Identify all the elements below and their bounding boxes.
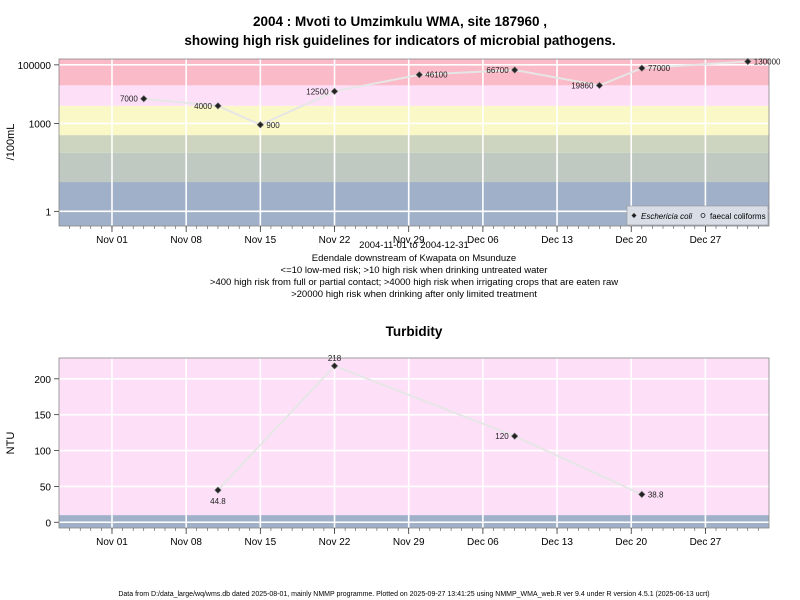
data-label: 900 xyxy=(266,121,280,130)
data-point xyxy=(744,57,752,66)
x-tick-label: Nov 22 xyxy=(319,537,351,548)
data-label: 130000 xyxy=(754,58,781,67)
x-tick-label: Nov 08 xyxy=(170,537,202,548)
data-point xyxy=(330,362,339,370)
x-tick-label: Dec 06 xyxy=(467,537,499,548)
chart-title-line2: showing high risk guidelines for indicat… xyxy=(184,33,615,48)
plot-border xyxy=(58,357,770,529)
x-tick-label: Nov 15 xyxy=(244,235,276,246)
legend: Eschericia coli faecal coliforms xyxy=(626,205,769,226)
footer-text: Data from D:/data_large/wq/wms.db dated … xyxy=(118,591,709,598)
x-tick-label: Nov 22 xyxy=(319,235,351,246)
chart-note-2: Edendale downstream of Kwapata on Msundu… xyxy=(312,253,516,264)
x-tick-label: Nov 01 xyxy=(96,235,128,246)
chart-note-3: <=10 low-med risk; >10 high risk when dr… xyxy=(281,265,548,276)
data-label: 19860 xyxy=(571,81,594,90)
chart-title-line1: 2004 : Mvoti to Umzimkulu WMA, site 1879… xyxy=(253,14,547,29)
risk-band-1 xyxy=(59,358,769,516)
data-label: 218 xyxy=(328,354,342,363)
y-tick-label: 50 xyxy=(40,482,52,493)
risk-band-3 xyxy=(59,105,769,136)
y-axis-label: /100mL xyxy=(5,124,17,161)
x-tick-label: Dec 13 xyxy=(541,235,573,246)
x-tick-label: Nov 15 xyxy=(244,537,276,548)
x-tick-label: Dec 27 xyxy=(690,235,722,246)
legend-box xyxy=(626,205,769,226)
legend-label-faecal: faecal coliforms xyxy=(710,212,766,221)
data-point xyxy=(256,121,264,129)
y-tick-label: 100000 xyxy=(18,61,52,72)
data-point xyxy=(638,64,646,72)
y-tick-label: 0 xyxy=(45,518,51,529)
data-label: 120 xyxy=(495,432,509,441)
data-label: 4000 xyxy=(194,102,212,111)
chart-note-1: 2004-11-01 to 2004-12-31 xyxy=(359,240,469,251)
legend-label-ecoli: Eschericia coli xyxy=(641,212,692,221)
data-label: 12500 xyxy=(306,87,329,96)
y-tick-label: 200 xyxy=(34,375,51,386)
y-tick-label: 100 xyxy=(34,447,51,458)
data-point xyxy=(415,71,423,79)
legend-marker-ecoli xyxy=(631,213,637,218)
data-point xyxy=(595,81,604,90)
risk-band-4 xyxy=(59,85,769,106)
data-label: 44.8 xyxy=(210,497,226,506)
chart-panel-2: Nov 01 Nov 08 Nov 15 Nov 22 Nov 29 Dec 06 Dec … xyxy=(34,354,770,548)
x-tick-label: Dec 20 xyxy=(615,537,647,548)
y-tick-label: 1000 xyxy=(29,119,52,130)
data-label: 66700 xyxy=(486,66,509,75)
legend-marker-faecal xyxy=(700,213,706,218)
data-point xyxy=(511,66,519,74)
risk-band-5 xyxy=(59,59,769,86)
data-point xyxy=(214,102,222,110)
x-tick-label: Nov 08 xyxy=(170,235,202,246)
data-label: 7000 xyxy=(120,95,138,104)
series-line xyxy=(217,364,643,496)
y-tick-label: 1 xyxy=(45,207,51,218)
turbidity-y-axis-label: NTU xyxy=(5,432,17,455)
data-point xyxy=(140,95,148,103)
risk-band-1 xyxy=(59,152,769,183)
plot-border xyxy=(58,58,770,227)
data-point xyxy=(330,87,339,95)
x-tick-label: Nov 29 xyxy=(393,235,425,246)
data-point xyxy=(638,490,646,499)
data-point xyxy=(214,486,222,494)
data-label: 38.8 xyxy=(648,490,664,499)
x-tick-label: Dec 27 xyxy=(690,537,722,548)
chart-note-4: >400 high risk from full or partial cont… xyxy=(210,277,618,288)
turbidity-title: Turbidity xyxy=(386,324,443,339)
x-tick-label: Dec 13 xyxy=(541,537,573,548)
y-tick-label: 150 xyxy=(34,411,51,422)
chart-panel-1: Nov 01 Nov 08 Nov 15 Nov 22 Nov 29 Dec 06 Dec … xyxy=(18,58,781,246)
risk-band-2 xyxy=(59,135,769,153)
x-tick-label: Nov 29 xyxy=(393,537,425,548)
x-tick-label: Dec 20 xyxy=(615,235,647,246)
data-label: 46100 xyxy=(425,71,448,80)
x-tick-label: Nov 01 xyxy=(96,537,128,548)
data-label: 77000 xyxy=(648,64,671,73)
x-tick-label: Dec 06 xyxy=(467,235,499,246)
chart-note-5: >20000 high risk when drinking after onl… xyxy=(291,289,537,300)
data-point xyxy=(511,432,519,440)
